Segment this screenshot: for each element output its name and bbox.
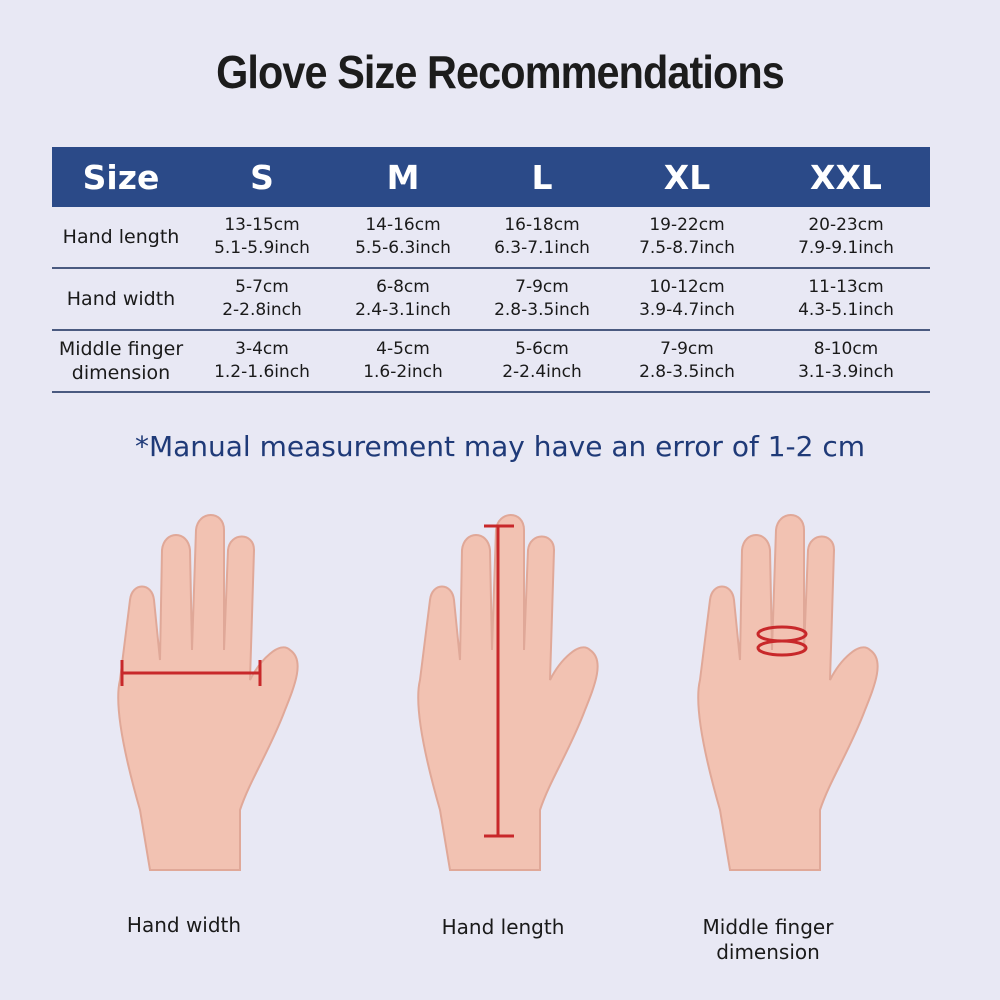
size-cell: 7-9cm 2.8-3.5inch <box>612 338 762 384</box>
header-cell: L <box>531 157 553 197</box>
table-row: Middle finger dimension 3-4cm 1.2-1.6inch 4… <box>52 331 930 393</box>
size-cell: 10-12cm 3.9-4.7inch <box>612 276 762 322</box>
inch-value: 1.2-1.6inch <box>214 362 310 382</box>
row-label: Hand width <box>66 288 176 310</box>
cm-value: 13-15cm <box>224 215 300 235</box>
size-cell: 16-18cm 6.3-7.1inch <box>472 214 612 260</box>
size-cell: 7-9cm 2.8-3.5inch <box>472 276 612 322</box>
caption-hand-length: Hand length <box>441 915 565 939</box>
header-cell: Size <box>82 157 160 197</box>
page-title: Glove Size Recommendations <box>216 46 785 98</box>
inch-value: 5.1-5.9inch <box>214 238 310 258</box>
inch-value: 1.6-2inch <box>363 362 443 382</box>
cm-value: 6-8cm <box>376 277 430 297</box>
cm-value: 7-9cm <box>515 277 569 297</box>
header-cell: M <box>386 157 420 197</box>
inch-value: 2-2.8inch <box>222 300 302 320</box>
cm-value: 11-13cm <box>808 277 884 297</box>
caption-hand-width: Hand width <box>126 913 242 937</box>
row-label: Middle finger dimension <box>58 338 184 384</box>
inch-value: 7.5-8.7inch <box>639 238 735 258</box>
size-cell: 13-15cm 5.1-5.9inch <box>190 214 334 260</box>
header-cell: XL <box>663 157 711 197</box>
inch-value: 2.4-3.1inch <box>355 300 451 320</box>
cm-value: 7-9cm <box>660 339 714 359</box>
hand-length-illustration <box>417 514 599 871</box>
inch-value: 4.3-5.1inch <box>798 300 894 320</box>
inch-value: 2.8-3.5inch <box>639 362 735 382</box>
size-cell: 14-16cm 5.5-6.3inch <box>334 214 472 260</box>
cm-value: 20-23cm <box>808 215 884 235</box>
cm-value: 14-16cm <box>365 215 441 235</box>
size-cell: 11-13cm 4.3-5.1inch <box>762 276 930 322</box>
cm-value: 8-10cm <box>813 339 879 359</box>
cm-value: 3-4cm <box>235 339 289 359</box>
cm-value: 4-5cm <box>376 339 430 359</box>
size-cell: 5-7cm 2-2.8inch <box>190 276 334 322</box>
row-label: Hand length <box>62 226 180 248</box>
middle-finger-illustration <box>697 514 879 871</box>
hand-icon <box>417 514 599 871</box>
table-row: Hand width 5-7cm 2-2.8inch 6-8cm 2.4-3.1inch… <box>52 269 930 331</box>
size-cell: 5-6cm 2-2.4inch <box>472 338 612 384</box>
size-cell: 19-22cm 7.5-8.7inch <box>612 214 762 260</box>
inch-value: 3.9-4.7inch <box>639 300 735 320</box>
cm-value: 16-18cm <box>504 215 580 235</box>
measurement-note: *Manual measurement may have an error of… <box>134 430 866 463</box>
inch-value: 5.5-6.3inch <box>355 238 451 258</box>
table-row: Hand length 13-15cm 5.1-5.9inch 14-16cm 5.5-… <box>52 207 930 269</box>
inch-value: 2.8-3.5inch <box>494 300 590 320</box>
hand-icon <box>697 514 879 871</box>
inch-value: 7.9-9.1inch <box>798 238 894 258</box>
size-cell: 4-5cm 1.6-2inch <box>334 338 472 384</box>
caption-middle-finger: Middle finger dimension <box>702 915 834 964</box>
header-cell: XXL <box>810 157 882 197</box>
inch-value: 6.3-7.1inch <box>494 238 590 258</box>
size-cell: 8-10cm 3.1-3.9inch <box>762 338 930 384</box>
cm-value: 5-7cm <box>235 277 289 297</box>
inch-value: 2-2.4inch <box>502 362 582 382</box>
size-table: Size S M L XL XXL Hand length 13-15cm 5.1-… <box>52 147 930 393</box>
size-cell: 3-4cm 1.2-1.6inch <box>190 338 334 384</box>
table-header: Size S M L XL XXL <box>52 147 930 207</box>
cm-value: 10-12cm <box>649 277 725 297</box>
cm-value: 19-22cm <box>649 215 725 235</box>
hand-icon <box>117 514 299 871</box>
size-cell: 20-23cm 7.9-9.1inch <box>762 214 930 260</box>
cm-value: 5-6cm <box>515 339 569 359</box>
inch-value: 3.1-3.9inch <box>798 362 894 382</box>
header-cell: S <box>250 157 274 197</box>
size-cell: 6-8cm 2.4-3.1inch <box>334 276 472 322</box>
hand-width-illustration <box>117 514 299 871</box>
